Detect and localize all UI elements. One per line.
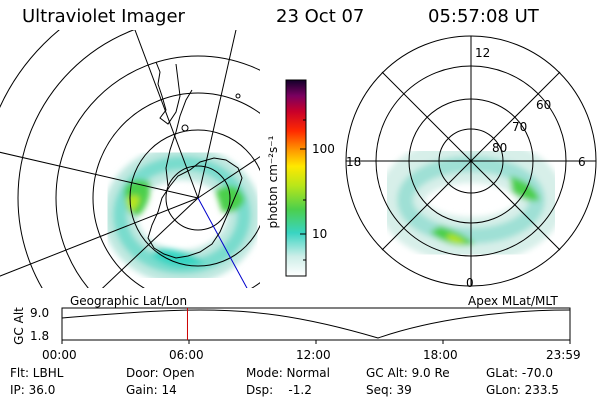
mlt-label-12: 12: [475, 46, 491, 60]
meridians-geo: [0, 30, 260, 288]
altitude-y-tick: 9.0: [30, 306, 50, 320]
filter-status: Flt: LBHL: [10, 366, 64, 380]
lat-circles-geo: [0, 30, 260, 288]
ip-status: IP: 36.0: [10, 383, 56, 397]
glat-status: GLat: -70.0: [486, 366, 553, 380]
gain-status: Gain: 14: [126, 383, 177, 397]
altitude-axis-label: GC Alt: [12, 307, 26, 345]
gc-alt-status: GC Alt: 9.0 Re: [366, 366, 450, 380]
mlt-label-6: 6: [578, 155, 586, 169]
strip-ticks: [61, 340, 571, 344]
glon-status: GLon: 233.5: [486, 383, 559, 397]
magnetic-projection-label: Apex MLat/MLT: [468, 294, 558, 308]
island: [235, 93, 241, 99]
south-america: [155, 61, 181, 125]
colorbar-tick-label: 100: [312, 142, 335, 156]
altitude-x-tick: 06:00: [169, 348, 204, 362]
island: [181, 124, 189, 132]
coastline: [147, 157, 243, 259]
mode-status: Mode: Normal: [246, 366, 330, 380]
colorbar-unit-label: photon cm⁻²s⁻¹: [266, 135, 280, 229]
mlat-label-70: 70: [512, 120, 528, 134]
mlat-label-60: 60: [536, 98, 552, 112]
altitude-x-tick: 18:00: [423, 348, 458, 362]
instrument-title: Ultraviolet Imager: [22, 6, 185, 27]
altitude-strip: [61, 307, 571, 344]
altitude-curve: [61, 309, 571, 339]
mlt-label-0: 0: [466, 276, 474, 290]
magnetic-map: [345, 35, 597, 287]
colorbar-tick-label: 10: [312, 227, 328, 241]
altitude-y-tick: 1.8: [30, 329, 50, 343]
colorbar-ticks: [300, 119, 306, 261]
mlat-label-80: 80: [492, 141, 508, 155]
date-label: 23 Oct 07: [276, 6, 365, 27]
geographic-map: [0, 30, 260, 288]
mlt-label-18: 18: [346, 155, 362, 169]
altitude-x-tick: 12:00: [296, 348, 331, 362]
nadir-line: [197, 197, 248, 288]
mlt-lines: [346, 36, 596, 286]
door-status: Door: Open: [126, 366, 195, 380]
geographic-projection-label: Geographic Lat/Lon: [70, 294, 188, 308]
colorbar: [285, 79, 307, 277]
dsp-status: Dsp: -1.2: [246, 383, 312, 397]
time-label: 05:57:08 UT: [428, 6, 539, 27]
altitude-x-tick: 00:00: [42, 348, 77, 362]
peninsula: [165, 89, 193, 187]
seq-status: Seq: 39: [366, 383, 412, 397]
altitude-x-tick: 23:59: [546, 348, 581, 362]
